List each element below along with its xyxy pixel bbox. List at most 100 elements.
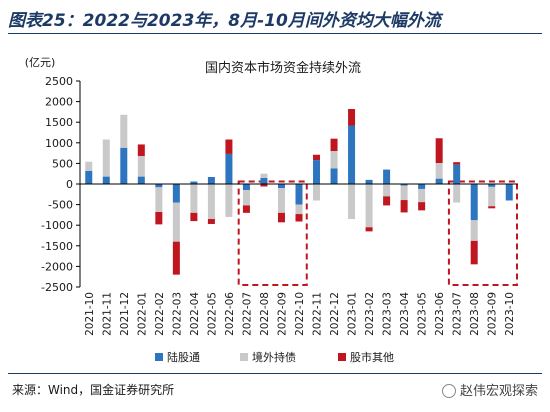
bar-股市其他-2022-07 (242, 205, 250, 213)
y-unit-label: (亿元) (25, 56, 56, 69)
y-tick-label: -1500 (41, 240, 73, 253)
bar-股市其他-2023-08 (470, 240, 478, 265)
x-tick-label: 2022-02 (154, 292, 166, 336)
x-tick-label: 2022-06 (224, 292, 236, 336)
bar-境外持债-2023-04 (400, 185, 408, 201)
bar-境外持债-2023-06 (435, 162, 443, 179)
bar-股市其他-2022-02 (155, 212, 163, 225)
x-tick-label: 2022-11 (312, 292, 324, 336)
y-tick-label: 2500 (45, 75, 73, 88)
x-tick-label: 2022-01 (136, 292, 148, 336)
x-tick-label: 2022-07 (241, 292, 253, 336)
bar-陆股通-2022-03 (172, 184, 180, 203)
bar-境外持债-2021-11 (102, 139, 110, 177)
bar-股市其他-2022-08 (260, 184, 268, 187)
x-tick-label: 2023-07 (452, 292, 464, 336)
x-tick-label: 2023-04 (399, 292, 411, 336)
bar-股市其他-2022-12 (330, 138, 338, 152)
bar-陆股通-2023-03 (383, 169, 391, 184)
y-tick-label: 0 (66, 178, 73, 191)
legend-label: 股市其他 (350, 350, 394, 364)
y-tick-label: -2000 (41, 260, 73, 273)
x-tick-label: 2022-10 (294, 292, 306, 336)
bar-陆股通-2023-04 (400, 184, 408, 186)
x-tick-label: 2023-10 (504, 292, 516, 336)
x-tick-label: 2022-03 (171, 292, 183, 336)
x-tick-label: 2022-12 (329, 292, 341, 336)
bar-股市其他-2022-06 (225, 139, 233, 154)
y-tick-label: -2500 (41, 281, 73, 294)
bar-境外持债-2022-11 (313, 184, 321, 201)
bar-境外持债-2022-04 (190, 184, 198, 213)
y-tick-label: 1000 (45, 137, 73, 150)
source-note: 来源：Wind，国金证券研究所 (12, 383, 175, 397)
y-tick-label: -500 (48, 199, 73, 212)
bar-境外持债-2022-02 (155, 187, 163, 213)
bar-股市其他-2022-03 (172, 241, 180, 275)
watermark-text: 赵伟宏观探索 (459, 384, 538, 399)
bar-陆股通-2021-12 (120, 147, 128, 184)
bar-境外持债-2023-02 (365, 184, 373, 228)
bar-陆股通-2023-01 (348, 125, 356, 184)
x-tick-label: 2023-03 (382, 292, 394, 336)
bar-陆股通-2022-11 (313, 160, 321, 184)
x-tick-label: 2023-05 (417, 292, 429, 336)
bar-境外持债-2022-03 (172, 202, 180, 242)
highlight-box (237, 180, 308, 286)
bar-境外持债-2022-07 (242, 190, 250, 206)
bar-境外持债-2022-06 (225, 184, 233, 217)
bars (85, 109, 513, 275)
x-axis: 2021-10 2021-11 2021-12 2022-01 2022-02 2022-… (80, 183, 518, 336)
y-tick-label: 1500 (45, 116, 73, 129)
y-axis: -2500 -2000 -1500 -1000 -500 0 500 1000 1500 2000… (41, 75, 81, 294)
y-tick-label: -1000 (41, 219, 73, 232)
figure-title: 图表25：2022与2023年，8月-10月间外资均大幅外流 (8, 11, 441, 31)
bar-陆股通-2021-10 (85, 170, 93, 184)
highlight-box (447, 180, 519, 286)
x-tick-label: 2022-05 (206, 292, 218, 336)
bar-股市其他-2023-04 (400, 200, 408, 213)
bar-陆股通-2022-04 (190, 181, 198, 184)
x-tick-label: 2023-06 (434, 292, 446, 336)
y-tick-label: 500 (52, 157, 73, 170)
bar-境外持债-2023-03 (383, 184, 391, 197)
x-tick-label: 2023-08 (469, 292, 481, 336)
bar-股市其他-2023-09 (488, 206, 496, 209)
legend-label: 陆股通 (167, 350, 200, 364)
bar-陆股通-2023-10 (505, 184, 513, 201)
x-tick-label: 2021-11 (101, 292, 113, 336)
bar-股市其他-2022-11 (313, 154, 321, 161)
bar-境外持债-2022-12 (330, 151, 338, 169)
bar-陆股通-2022-06 (225, 153, 233, 184)
bar-股市其他-2022-10 (295, 214, 303, 222)
x-tick-label: 2022-09 (276, 292, 288, 336)
chart-title: 国内资本市场资金持续外流 (205, 60, 361, 76)
bar-境外持债-2023-08 (470, 220, 478, 241)
y-tick-label: 2000 (45, 96, 73, 109)
bar-陆股通-2022-05 (207, 176, 215, 184)
legend-swatch (155, 353, 163, 361)
bar-陆股通-2023-02 (365, 179, 373, 184)
legend-swatch (338, 353, 346, 361)
bar-股市其他-2023-06 (435, 138, 443, 163)
x-tick-label: 2023-02 (364, 292, 376, 336)
bar-境外持债-2023-05 (418, 188, 426, 203)
title-divider (8, 33, 542, 34)
bar-境外持债-2022-01 (137, 155, 145, 177)
x-tick-label: 2023-01 (347, 292, 359, 336)
bar-股市其他-2023-07 (453, 162, 461, 165)
bar-陆股通-2022-09 (277, 184, 285, 189)
bar-境外持债-2023-07 (453, 184, 461, 203)
x-tick-label: 2021-10 (84, 292, 96, 336)
bar-股市其他-2022-09 (277, 212, 285, 223)
bar-陆股通-2023-07 (453, 164, 461, 184)
bar-境外持债-2022-09 (277, 188, 285, 213)
legend-label: 境外持债 (252, 350, 296, 364)
bar-境外持债-2022-08 (260, 173, 268, 178)
bar-陆股通-2023-09 (488, 184, 496, 187)
x-tick-label: 2022-04 (189, 292, 201, 336)
bar-陆股通-2022-07 (242, 184, 250, 191)
legend: 陆股通 境外持债 股市其他 (155, 350, 394, 364)
wechat-icon (441, 384, 456, 398)
footer-divider (8, 373, 542, 374)
